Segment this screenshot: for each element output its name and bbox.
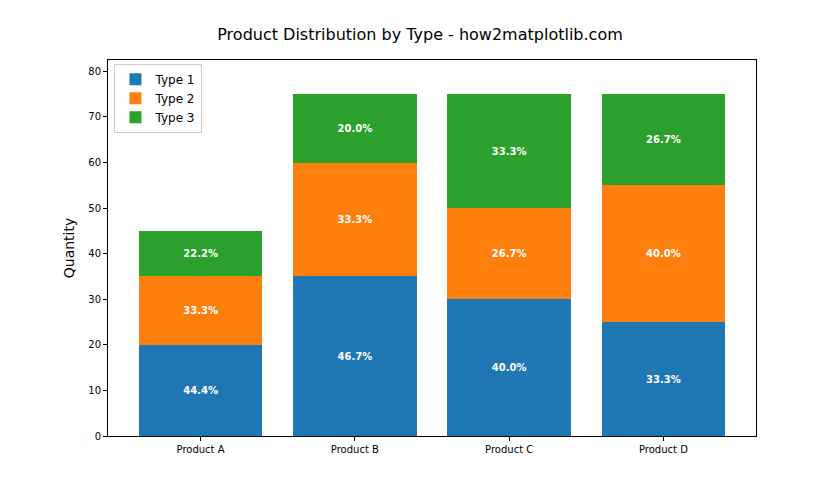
svg-text:33.3%: 33.3% <box>646 374 681 385</box>
svg-text:Type 1: Type 1 <box>154 73 194 87</box>
svg-text:26.7%: 26.7% <box>646 134 681 145</box>
svg-text:80: 80 <box>88 66 101 77</box>
svg-text:40: 40 <box>88 248 101 259</box>
svg-text:26.7%: 26.7% <box>492 248 527 259</box>
svg-text:60: 60 <box>88 157 101 168</box>
svg-text:20: 20 <box>88 339 101 350</box>
svg-text:10: 10 <box>88 385 101 396</box>
svg-text:46.7%: 46.7% <box>338 351 373 362</box>
svg-text:30: 30 <box>88 294 101 305</box>
svg-text:Product B: Product B <box>331 444 379 455</box>
svg-text:22.2%: 22.2% <box>183 248 218 259</box>
svg-text:Type 3: Type 3 <box>154 111 194 125</box>
svg-text:Type 2: Type 2 <box>154 92 194 106</box>
svg-text:Product Distribution by Type -: Product Distribution by Type - how2matpl… <box>217 25 623 44</box>
svg-text:33.3%: 33.3% <box>338 214 373 225</box>
svg-text:44.4%: 44.4% <box>183 385 218 396</box>
svg-text:20.0%: 20.0% <box>338 123 373 134</box>
svg-text:0: 0 <box>95 431 101 442</box>
svg-text:40.0%: 40.0% <box>492 362 527 373</box>
svg-text:Product A: Product A <box>177 444 225 455</box>
svg-text:70: 70 <box>88 111 101 122</box>
svg-text:Product D: Product D <box>639 444 688 455</box>
svg-text:50: 50 <box>88 203 101 214</box>
svg-text:Product C: Product C <box>485 444 533 455</box>
svg-text:33.3%: 33.3% <box>492 146 527 157</box>
svg-text:40.0%: 40.0% <box>646 248 681 259</box>
svg-text:Quantity: Quantity <box>61 218 77 279</box>
svg-text:33.3%: 33.3% <box>183 305 218 316</box>
